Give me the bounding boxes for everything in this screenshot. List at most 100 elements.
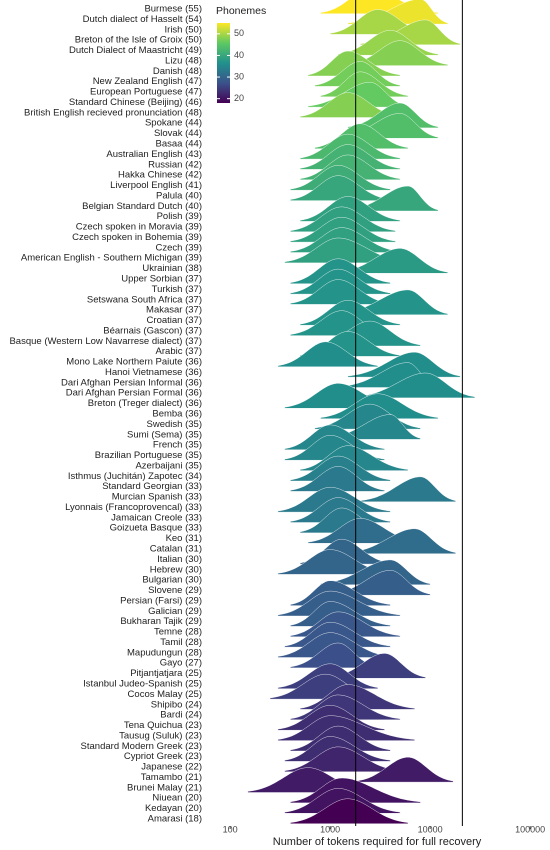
category-label: Ukrainian (38) [142,263,202,274]
category-label: Gayo (27) [160,658,202,669]
colorbar [217,23,230,103]
ridge [347,528,456,554]
category-label: Bulgarian (30) [142,575,202,586]
category-label: Bukharan Tajik (29) [120,616,202,627]
category-label: Hebrew (30) [150,564,202,575]
ridge [355,372,476,399]
category-label: Keo (31) [166,533,202,544]
category-label: Czech (39) [156,242,202,253]
category-label: Goizueta Basque (33) [110,523,202,534]
colorbar-tick-label: 30 [234,71,244,81]
ridge [290,798,409,824]
x-tick-label: 100 [223,824,238,834]
category-label: European Portuguese (47) [90,87,202,98]
category-label: Breton (Treger dialect) (36) [88,398,202,409]
category-label: New Zealand English (47) [93,76,202,87]
category-label: Cypriot Greek (23) [124,751,202,762]
category-label: Swedish (35) [147,419,202,430]
x-axis-title: Number of tokens required for full recov… [273,836,482,848]
category-label: Czech spoken in Bohemia (39) [72,232,202,243]
category-label: Standard Georgian (33) [102,481,202,492]
category-label: Hakka Chinese (42) [118,170,202,181]
x-tick-label: 10000 [418,824,443,834]
category-label: Lizu (48) [165,55,202,66]
category-label: Isthmus (Juchitán) Zapotec (34) [68,471,202,482]
category-label: Mapudungun (28) [127,647,202,658]
category-label: Tamil (28) [160,637,202,648]
category-label: Brunei Malay (21) [127,782,202,793]
category-label: Italian (30) [157,554,202,565]
category-label: Irish (50) [165,24,202,35]
category-label: Arabic (37) [156,346,202,357]
category-label: Japanese (22) [141,762,202,773]
ridge [290,466,385,492]
category-label: Dutch Dialect of Maastricht (49) [69,45,202,56]
category-label: Galician (29) [148,606,202,617]
category-label: Belgian Standard Dutch (40) [82,201,202,212]
ridge [277,341,379,367]
category-label: Tena Quichua (23) [124,720,202,731]
category-label: Slovene (29) [148,585,202,596]
category-label: Catalan (31) [150,544,202,555]
category-label: Bemba (36) [152,409,202,420]
category-label: Jamaican Creole (33) [111,512,202,523]
category-label: Slovak (44) [154,128,202,139]
ridge [284,746,401,772]
category-label: Standard Modern Greek (23) [81,741,202,752]
ridges [247,0,476,824]
colorbar-tick-label: 40 [234,50,244,60]
category-label: American English - Southern Michigan (39… [21,253,202,264]
ridge [290,175,391,201]
x-tick-label: 100000 [515,824,545,834]
colorbar-tick-label: 50 [234,28,244,38]
category-label: Standard Chinese (Beijing) (46) [69,97,202,108]
category-label: Pitjantjatjara (25) [130,668,202,679]
category-label: Dari Afghan Persian Formal (36) [66,388,202,399]
category-label: Australian English (43) [106,149,202,160]
category-label: Tausug (Suluk) (23) [119,730,202,741]
category-label: Lyonnais (Francoprovencal) (33) [65,502,202,513]
category-label: Palula (40) [156,190,202,201]
category-label: Polish (39) [157,211,202,222]
category-label: Brazilian Portuguese (35) [95,450,202,461]
ridge [360,476,456,502]
category-label: Russian (42) [148,159,202,170]
category-label: Breton of the Isle of Groix (50) [75,35,202,46]
legend-title: Phonemes [216,5,266,17]
ridge [290,279,391,305]
ridge [355,756,454,783]
category-label: Niuean (20) [152,793,202,804]
category-label: Cocos Malay (25) [128,689,202,700]
category-label: Mono Lake Northern Paiute (36) [66,357,202,368]
category-label: Shipibo (24) [151,699,202,710]
category-label: French (35) [153,440,202,451]
category-label: Danish (48) [153,66,202,77]
category-label: Istanbul Judeo-Spanish (25) [83,679,202,690]
category-label: British English recieved pronunciation (… [24,107,202,118]
category-label: Amarasi (18) [148,814,202,825]
category-label: Hanoi Vietnamese (36) [105,367,202,378]
category-label: Dutch dialect of Hasselt (54) [83,14,202,25]
category-label: Dari Afghan Persian Informal (36) [61,377,202,388]
category-label: Basaa (44) [156,139,202,150]
category-label: Azerbaijani (35) [135,460,202,471]
category-label: Béarnais (Gascon) (37) [103,325,202,336]
category-label: Czech spoken in Moravia (39) [76,222,202,233]
category-label: Temne (28) [154,627,202,638]
category-label: Liverpool English (41) [110,180,202,191]
category-label: Croatian (37) [147,315,202,326]
category-label: Basque (Western Low Navarrese dialect) (… [9,336,202,347]
category-label: Kedayan (20) [145,803,202,814]
category-label: Sumi (Sema) (35) [127,429,202,440]
category-label: Bardi (24) [160,710,202,721]
category-label: Upper Sorbian (37) [121,274,202,285]
category-label: Setswana South Africa (37) [87,294,202,305]
category-label: Makasar (37) [146,305,202,316]
category-label: Tamambo (21) [141,772,202,783]
colorbar-tick-label: 20 [234,93,244,103]
category-label: Spokane (44) [145,118,202,129]
category-label: Murcian Spanish (33) [112,492,202,503]
category-label: Turkish (37) [152,284,202,295]
